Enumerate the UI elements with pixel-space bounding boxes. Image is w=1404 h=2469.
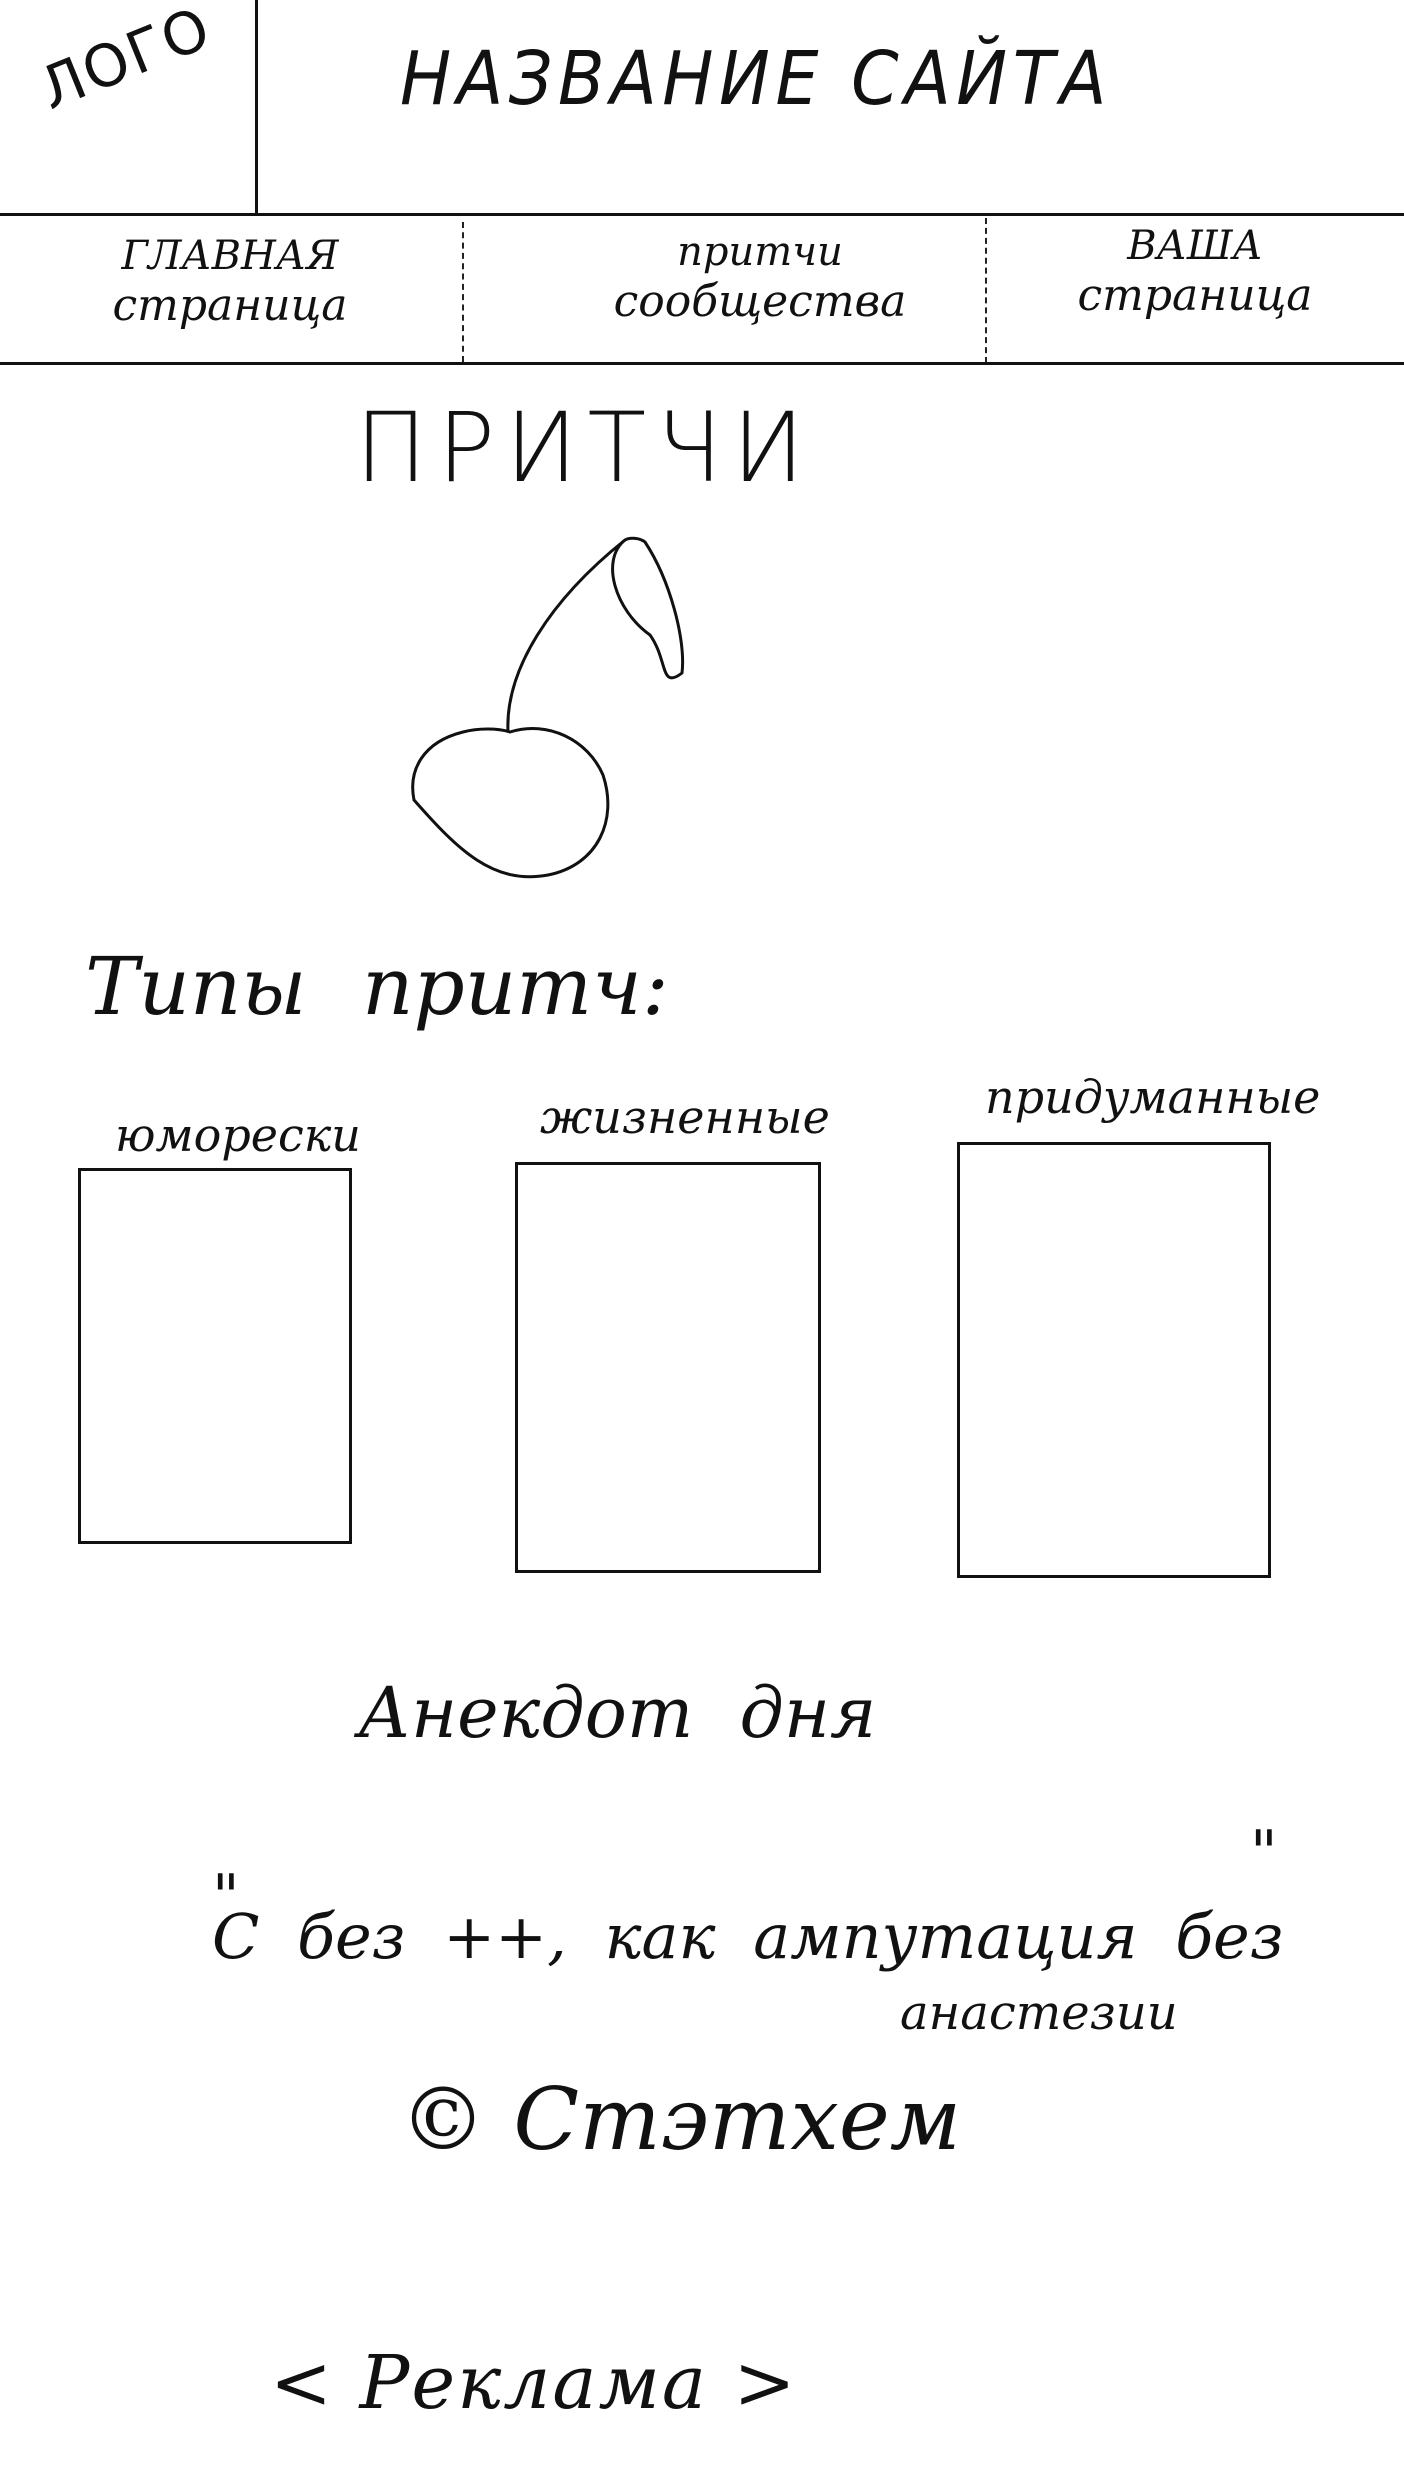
cherry-stem	[506, 538, 626, 733]
cherry-leaf	[611, 536, 685, 680]
type-label-life: жизненные	[540, 1090, 830, 1144]
nav-item-home-line2: страница	[112, 280, 348, 331]
close-quote: "	[1250, 1818, 1278, 1888]
cherry-icon	[411, 536, 685, 879]
type-card-humoresques[interactable]	[78, 1168, 352, 1544]
joke-text-tail: анастезии	[900, 1985, 1178, 2041]
nav-item-your-page-line1: ВАША	[1127, 223, 1263, 269]
nav-item-home[interactable]: ГЛАВНАЯ страница	[60, 232, 400, 332]
type-card-invented[interactable]	[957, 1142, 1271, 1578]
nav-item-home-line1: ГЛАВНАЯ	[121, 233, 339, 279]
nav-item-your-page-line2: страница	[1077, 270, 1313, 321]
header-divider	[0, 213, 1404, 216]
ad-placeholder[interactable]: < Реклама >	[270, 2340, 798, 2426]
nav-divider	[0, 362, 1404, 365]
joke-heading: Анекдот дня	[358, 1672, 877, 1754]
types-label: Типы притч:	[85, 940, 669, 1033]
open-quote: "	[212, 1862, 240, 1932]
joke-author: © Стэтхем	[400, 2070, 962, 2170]
page-title: ПРИТЧИ	[355, 392, 815, 504]
type-label-invented: придуманные	[985, 1070, 1321, 1124]
nav-separator	[462, 222, 464, 362]
site-title: НАЗВАНИЕ САЙТА	[400, 36, 1112, 122]
joke-text: С без ++, как ампутация без	[212, 1900, 1284, 1973]
type-card-life[interactable]	[515, 1162, 821, 1573]
logo[interactable]: ЛОГО	[30, 0, 221, 124]
logo-divider	[255, 0, 258, 213]
cherry-berry	[411, 727, 610, 879]
nav-item-community-line2: сообщества	[613, 276, 907, 327]
type-label-humoresques: юморески	[115, 1108, 361, 1162]
nav-item-community-line1: притчи	[677, 229, 843, 275]
nav-separator	[985, 218, 987, 363]
nav-item-your-page[interactable]: ВАША страница	[1040, 222, 1350, 322]
nav-item-community-parables[interactable]: притчи сообщества	[560, 228, 960, 328]
